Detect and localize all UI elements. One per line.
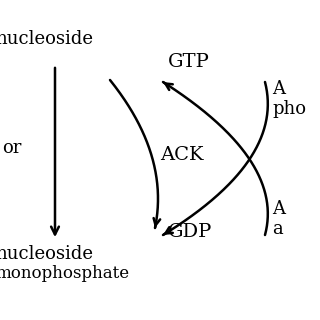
- Text: nucleoside: nucleoside: [0, 245, 93, 263]
- Text: nucleoside: nucleoside: [0, 30, 93, 48]
- Text: A: A: [272, 200, 285, 218]
- Text: monophosphate: monophosphate: [0, 265, 129, 282]
- Text: ACK: ACK: [160, 146, 204, 164]
- Text: pho: pho: [272, 100, 306, 118]
- Text: a: a: [272, 220, 283, 238]
- Text: GTP: GTP: [168, 53, 210, 71]
- Text: or: or: [2, 139, 21, 157]
- Text: A: A: [272, 80, 285, 98]
- Text: GDP: GDP: [168, 223, 212, 241]
